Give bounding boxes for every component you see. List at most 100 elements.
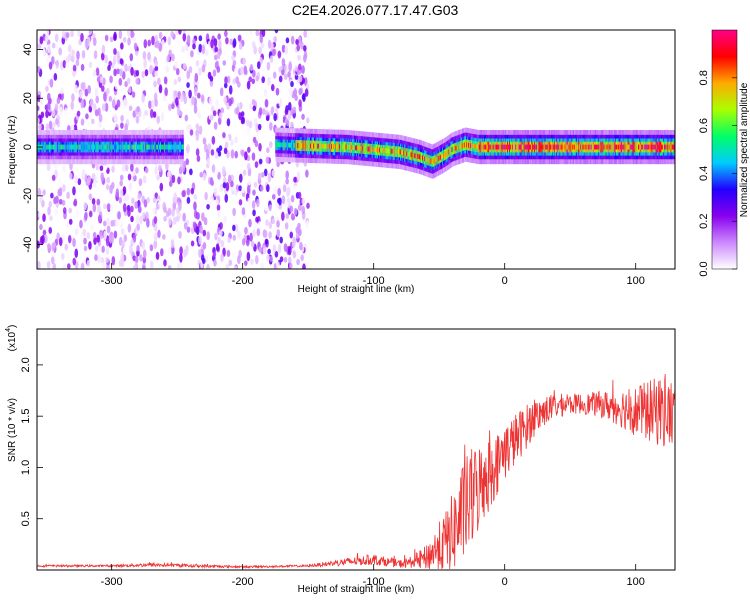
snr-panel: -300 -200 -100 0 100 0.5 1.0 1.5 2.0 Height of … [5,325,676,595]
signal-band-cell [512,144,514,150]
noise-speckle [113,68,117,77]
signal-band-cell [400,149,402,155]
noise-speckle [301,65,305,74]
noise-speckle [300,254,304,262]
noise-speckle [164,190,169,200]
noise-speckle [42,189,46,196]
noise-speckle [88,210,93,218]
signal-band-cell [291,142,293,148]
signal-band-cell [174,144,177,150]
signal-band-cell [377,147,379,153]
noise-speckle [216,204,221,212]
noise-speckle [90,90,95,100]
noise-speckle [133,42,138,51]
signal-band-cell [117,144,119,150]
noise-speckle [303,53,307,63]
noise-speckle [149,65,153,75]
signal-band-cell [378,147,380,153]
noise-speckle [306,202,310,209]
noise-speckle [100,52,105,61]
noise-speckle [234,150,239,159]
noise-speckle [59,106,63,116]
noise-speckle [48,61,53,70]
signal-band-cell [557,144,559,150]
signal-band-cell [66,144,69,150]
noise-speckle [260,42,265,49]
noise-speckle [84,211,88,221]
noise-speckle [217,33,221,40]
noise-speckle [158,164,162,173]
noise-speckle [201,257,206,265]
noise-speckle [80,118,85,126]
signal-band-cell [501,144,504,150]
signal-band-cell [323,143,326,149]
noise-speckle [153,80,157,88]
signal-band-cell [304,143,307,149]
noise-speckle [209,114,214,121]
signal-band-cell [494,144,496,150]
noise-speckle [192,221,197,229]
spectrogram-y-tick-label: 0 [22,144,34,150]
noise-speckle [178,201,182,211]
noise-speckle [144,110,149,116]
noise-speckle [147,39,152,47]
noise-speckle [109,36,114,43]
signal-band-cell [135,144,138,150]
noise-speckle [152,207,156,215]
signal-band-cell [618,144,620,150]
noise-speckle [198,235,202,245]
noise-speckle [141,241,145,250]
signal-band-cell [659,144,662,150]
signal-band-cell [526,144,529,150]
signal-band-cell [608,144,611,150]
signal-band-cell [552,144,554,150]
noise-speckle [282,184,287,193]
noise-speckle [199,171,204,178]
signal-band-cell [488,144,490,150]
noise-speckle [276,261,280,269]
noise-speckle [136,245,140,252]
noise-speckle [251,152,256,161]
noise-speckle [189,129,194,136]
noise-speckle [255,254,259,265]
noise-speckle [60,87,64,95]
noise-speckle [106,217,110,227]
signal-band-cell [60,144,63,150]
noise-speckle [156,40,160,49]
noise-speckle [264,98,269,108]
noise-speckle [285,170,289,180]
noise-speckle [82,168,86,177]
noise-speckle [153,216,158,225]
signal-band-cell [411,152,414,158]
signal-band-cell [357,145,359,151]
noise-speckle [238,185,242,192]
noise-speckle [265,156,270,164]
noise-speckle [80,99,85,109]
signal-band-cell [441,153,444,159]
signal-band-cell [621,144,623,150]
noise-speckle [204,255,209,263]
noise-speckle [97,214,102,224]
noise-speckle [186,226,191,233]
noise-speckle [105,257,109,263]
noise-speckle [237,34,242,42]
noise-speckle [62,165,66,172]
signal-band-cell [43,144,46,150]
noise-speckle [174,60,178,68]
signal-band-cell [379,147,381,153]
signal-band-cell [177,144,180,150]
signal-band-cell [348,144,351,150]
noise-speckle [111,98,116,109]
noise-speckle [45,109,49,119]
signal-band-cell [560,144,563,150]
signal-band-cell [275,142,277,148]
noise-speckle [167,36,172,46]
spectrogram-y-tick-label: -40 [22,237,34,253]
signal-band-cell [343,144,346,150]
signal-band-cell [642,144,644,150]
noise-speckle [206,203,210,210]
noise-speckle [252,69,256,78]
noise-speckle [162,201,167,212]
signal-band-cell [589,144,592,150]
signal-band-cell [78,144,80,150]
